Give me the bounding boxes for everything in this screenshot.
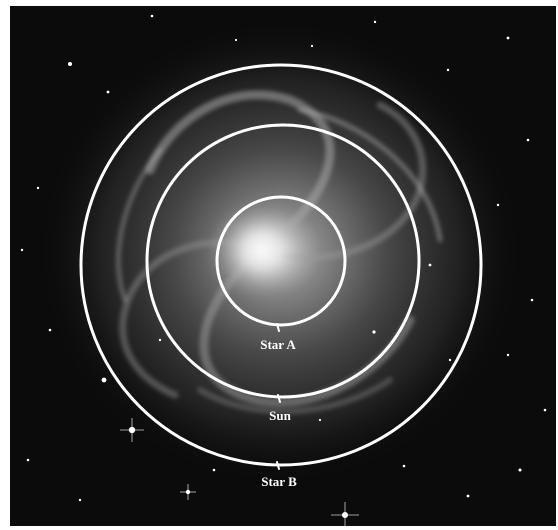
galaxy-core bbox=[207, 200, 317, 300]
star-a-label: Star A bbox=[260, 337, 296, 352]
star-b-label: Star B bbox=[261, 474, 297, 489]
star-b-marker bbox=[276, 461, 280, 470]
galaxy-spiral-arms bbox=[115, 90, 443, 415]
star-field bbox=[20, 14, 547, 518]
orbit-ring-star-b bbox=[79, 63, 483, 467]
orbit-ring-sun bbox=[145, 123, 421, 399]
sun-marker bbox=[277, 394, 281, 403]
star-spikes bbox=[120, 418, 359, 528]
sun-label: Sun bbox=[269, 408, 291, 423]
orbit-ring-star-a bbox=[215, 195, 347, 327]
star-a-marker bbox=[276, 323, 280, 332]
